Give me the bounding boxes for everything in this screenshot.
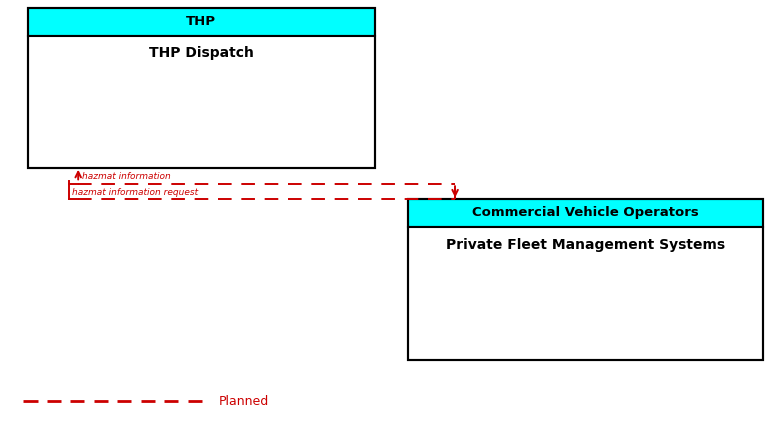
- Bar: [28, 8, 375, 168]
- Text: THP: THP: [186, 15, 217, 28]
- Text: THP Dispatch: THP Dispatch: [149, 46, 254, 60]
- Bar: [408, 199, 763, 360]
- Bar: [28, 8, 375, 36]
- Text: Planned: Planned: [219, 395, 269, 408]
- Text: Commercial Vehicle Operators: Commercial Vehicle Operators: [472, 206, 699, 220]
- Text: Private Fleet Management Systems: Private Fleet Management Systems: [447, 238, 725, 252]
- Bar: [408, 227, 763, 360]
- Bar: [408, 199, 763, 227]
- Text: hazmat information: hazmat information: [82, 172, 170, 181]
- Bar: [28, 36, 375, 168]
- Text: hazmat information request: hazmat information request: [72, 188, 198, 197]
